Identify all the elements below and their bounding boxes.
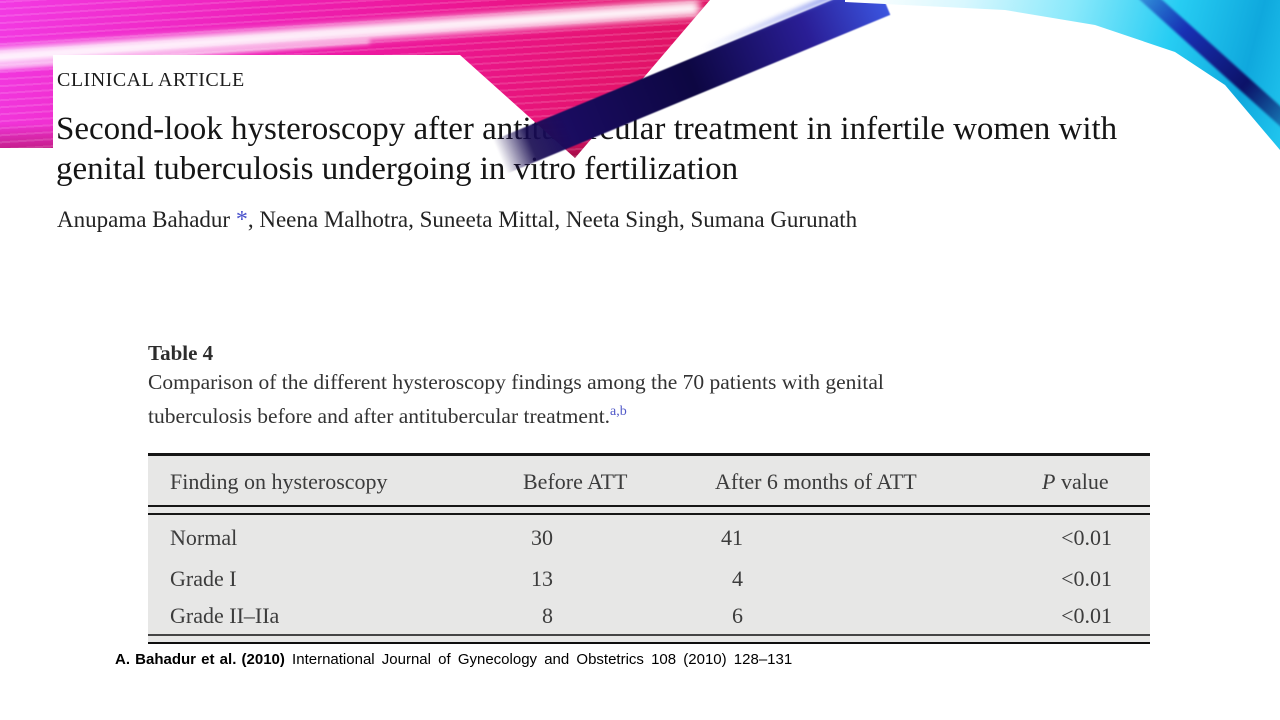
- table-row: Normal 30 41 <0.01: [148, 515, 1150, 560]
- table-header-row: Finding on hysteroscopy Before ATT After…: [148, 456, 1150, 505]
- cell-p-value: <0.01: [1061, 566, 1112, 591]
- cell-after: 41: [721, 525, 743, 550]
- footnote-marker: a,b: [610, 403, 627, 419]
- cell-before: 13: [531, 566, 553, 591]
- column-header-finding: Finding on hysteroscopy: [170, 469, 388, 494]
- cell-before: 30: [531, 525, 553, 550]
- citation-journal: International Journal of Gynecology and …: [284, 651, 793, 668]
- p-value-italic-p: P: [1042, 469, 1056, 494]
- table-row: Grade I 13 4 <0.01: [148, 560, 1150, 597]
- authors-line: Anupama Bahadur *, Neena Malhotra, Sunee…: [57, 205, 1247, 235]
- paper-title: Second-look hysteroscopy after antituber…: [56, 109, 1246, 189]
- citation-line: A. Bahadur et al. (2010) International J…: [115, 651, 792, 668]
- table-body: Normal 30 41 <0.01 Grade I 13 4 <0.01 Gr…: [148, 515, 1150, 634]
- author-name: Anupama Bahadur: [57, 207, 236, 232]
- table-row: Grade II–IIa 8 6 <0.01: [148, 597, 1150, 634]
- paper-content-card: CLINICAL ARTICLE Second-look hysteroscop…: [53, 55, 1280, 720]
- corresponding-author-asterisk: *: [235, 207, 248, 233]
- column-header-after-att: After 6 months of ATT: [715, 469, 917, 494]
- table-section: Table 4 Comparison of the different hyst…: [148, 340, 1150, 644]
- column-header-p-value: P value: [1005, 456, 1150, 505]
- article-type-label: CLINICAL ARTICLE: [57, 69, 245, 91]
- cell-after: 4: [732, 566, 743, 591]
- cell-after: 6: [732, 603, 743, 628]
- paper-title-line2: genital tuberculosis undergoing in vitro…: [56, 151, 739, 187]
- cell-before: 8: [542, 603, 553, 628]
- table-caption: Comparison of the different hysteroscopy…: [148, 366, 1150, 433]
- findings-table: Finding on hysteroscopy Before ATT After…: [148, 453, 1150, 644]
- cell-p-value: <0.01: [1061, 603, 1112, 628]
- table-bottom-rule: [148, 634, 1150, 644]
- p-value-rest: value: [1055, 469, 1109, 494]
- column-header-before-att: Before ATT: [523, 469, 628, 494]
- header-double-rule: [148, 505, 1150, 515]
- citation-reference: A. Bahadur et al. (2010): [115, 651, 285, 668]
- cell-finding: Grade I: [170, 566, 237, 591]
- table-caption-line2: tuberculosis before and after antituberc…: [148, 403, 611, 428]
- table-caption-line1: Comparison of the different hysteroscopy…: [148, 370, 884, 394]
- cell-finding: Grade II–IIa: [170, 603, 280, 628]
- table-label: Table 4: [148, 341, 214, 365]
- cell-p-value: <0.01: [1061, 525, 1112, 550]
- paper-title-line1: Second-look hysteroscopy after antituber…: [56, 111, 1118, 147]
- cell-finding: Normal: [170, 525, 238, 550]
- author-names-rest: , Neena Malhotra, Suneeta Mittal, Neeta …: [247, 207, 858, 232]
